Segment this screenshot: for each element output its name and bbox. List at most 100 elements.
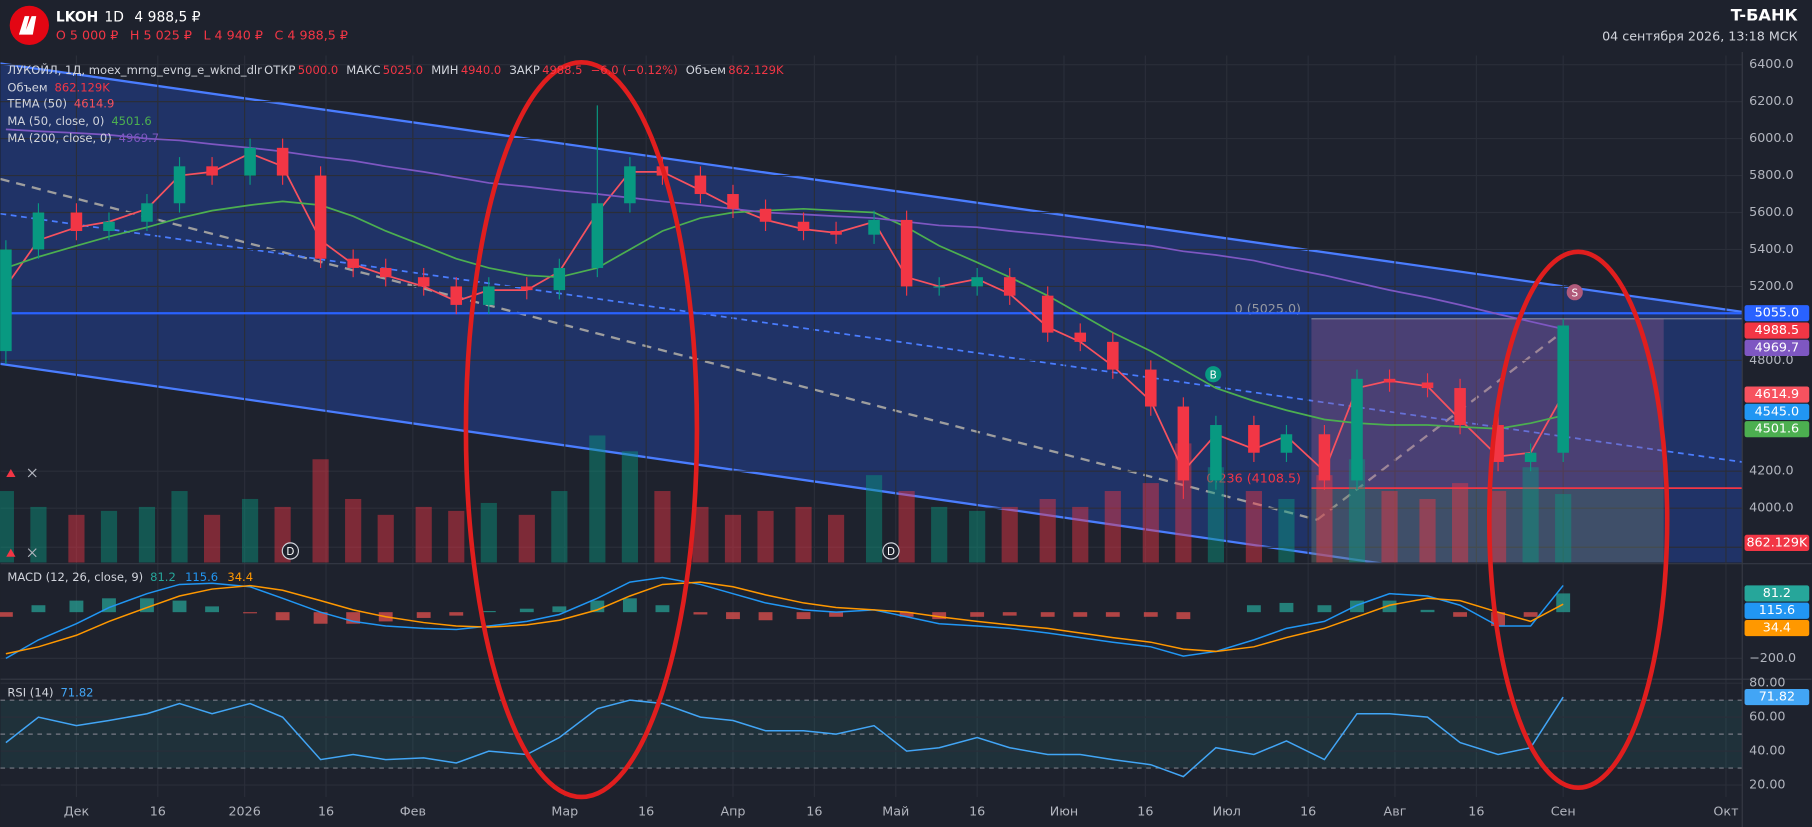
legend-info: 5000.0 — [298, 63, 338, 77]
histogram-bar — [726, 612, 740, 620]
histogram-bar — [1420, 609, 1435, 613]
volume-bar — [827, 514, 845, 563]
x-tick-label: Дек — [64, 803, 90, 818]
candle-body — [694, 175, 707, 195]
channel-top — [0, 62, 1743, 314]
x-tick-label: 16 — [1137, 803, 1153, 818]
volume-bar — [480, 502, 497, 563]
legend-info: МИН — [431, 63, 458, 77]
histogram-bar — [655, 605, 670, 613]
histogram-bar — [1453, 612, 1468, 617]
price-badge-label: 4545.0 — [1755, 403, 1799, 418]
volume-bar — [138, 506, 156, 563]
legend-value: 4614.9 — [74, 96, 114, 110]
ohlc-value: L 4 940 ₽ — [203, 27, 263, 42]
candle-body — [1492, 425, 1504, 462]
x-tick-label: Апр — [720, 803, 745, 818]
histogram-bar — [1040, 612, 1055, 617]
price-badge — [1744, 421, 1810, 438]
y-tick-label: 80.00 — [1749, 675, 1785, 690]
volume-bar — [241, 498, 259, 563]
volume-bar — [1039, 498, 1056, 563]
candle-body — [624, 166, 636, 204]
volume-bar — [724, 514, 742, 563]
volume-bar — [203, 514, 221, 563]
price-badge-label: 115.6 — [1759, 602, 1795, 617]
y-tick-label: 6400.0 — [1749, 56, 1793, 71]
legend-value: 115.6 — [185, 570, 218, 584]
close-icon[interactable] — [27, 548, 37, 558]
histogram-bar — [243, 612, 257, 614]
trend-dashed — [1316, 322, 1575, 521]
x-tick-label: 2026 — [228, 803, 260, 818]
volume-bar — [931, 506, 948, 563]
histogram-bar — [552, 606, 567, 613]
x-tick-label: 16 — [1300, 803, 1316, 818]
legend-info: ЗАКР — [509, 63, 539, 77]
histogram-bar — [1523, 612, 1538, 617]
x-tick-label: Мар — [551, 803, 578, 818]
volume-bar — [1348, 459, 1366, 563]
indicator-line — [5, 200, 1564, 430]
histogram-bar — [1317, 605, 1332, 613]
volume-bar — [30, 506, 47, 563]
annotation-ellipse — [1486, 249, 1670, 791]
x-tick-label: Авг — [1384, 803, 1407, 818]
volume-bar — [865, 475, 883, 563]
volume-bar — [1001, 506, 1018, 563]
x-tick-label: Сен — [1551, 803, 1576, 818]
legend-info: −6.0 (−0.12%) — [591, 63, 678, 77]
price-badge-label: 34.4 — [1763, 620, 1791, 635]
price-badge-label: 5055.0 — [1755, 305, 1799, 320]
y-tick-label: 5200.0 — [1749, 278, 1793, 293]
candle-body — [591, 203, 604, 268]
price-badge-label: 71.82 — [1759, 689, 1795, 704]
x-tick-label: Июн — [1050, 803, 1078, 818]
x-tick-label: 16 — [638, 803, 654, 818]
plot: 0 (5025.0)0.236 (4108.5) — [0, 55, 1743, 797]
price-badge — [1744, 602, 1810, 619]
y-tick-label: 5800.0 — [1749, 167, 1793, 182]
volume-bar — [757, 510, 774, 563]
price-badge — [1744, 619, 1810, 637]
legend-info: 4988.5 — [542, 63, 582, 77]
indicator-line — [5, 128, 1564, 330]
volume-bar — [589, 435, 606, 563]
volume-bar — [1522, 467, 1539, 563]
candle-body — [1351, 378, 1363, 481]
x-tick-label: Май — [882, 803, 909, 818]
histogram-bar — [622, 598, 637, 613]
candle-body — [32, 212, 45, 250]
x-tick-label: 16 — [150, 803, 166, 818]
price-badge-label: 4969.7 — [1755, 339, 1799, 354]
legend-value: 34.4 — [227, 570, 253, 584]
candle-body — [0, 249, 12, 352]
event-marker — [281, 542, 300, 560]
candle-body — [1003, 277, 1016, 296]
datetime: 04 сентября 2026, 13:18 МСК — [1602, 28, 1798, 43]
histogram-bar — [1105, 612, 1120, 617]
x-tick-label: Фев — [400, 803, 426, 818]
legend-info: Объем — [686, 63, 726, 77]
volume-bar — [1381, 491, 1398, 563]
histogram-bar — [172, 600, 187, 613]
event-marker — [882, 542, 900, 560]
volume-bar — [1142, 483, 1159, 563]
icons — [6, 468, 37, 558]
alert-icon[interactable] — [6, 548, 16, 557]
histogram-bar — [829, 612, 844, 617]
legend-value: 4501.6 — [111, 114, 151, 128]
price-badge-label: 862.129K — [1746, 534, 1807, 549]
y-tick-label: 5600.0 — [1749, 204, 1793, 219]
x-tick-label: Июл — [1213, 803, 1241, 818]
alert-icon[interactable] — [6, 468, 16, 478]
price-badge — [1744, 688, 1810, 706]
candle-body — [417, 277, 430, 287]
volume-bar — [898, 491, 915, 563]
legend-info: 4940.0 — [461, 63, 501, 77]
candle-body — [1210, 425, 1222, 481]
close-icon[interactable] — [27, 468, 37, 478]
volume-bar — [1316, 475, 1333, 563]
volume-bar — [795, 506, 812, 563]
